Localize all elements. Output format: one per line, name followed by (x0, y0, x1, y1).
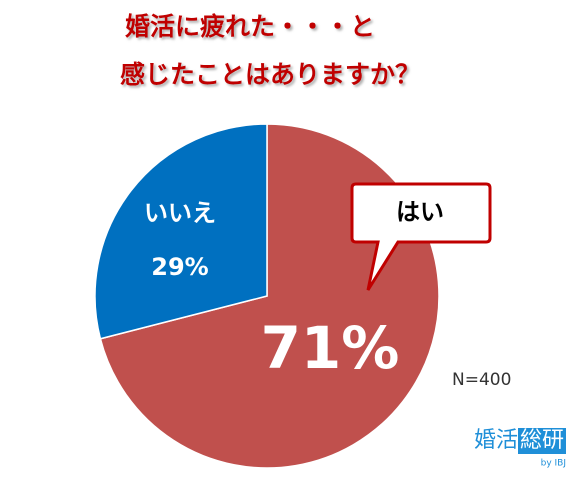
pie-slice (94, 123, 268, 340)
logo-by: by IBJ (541, 459, 566, 469)
pie (94, 123, 440, 469)
category-label: はい (396, 198, 444, 226)
value-label: 71% (261, 314, 400, 382)
logo-box (518, 428, 566, 454)
chart-title: 婚活に疲れた・・・と (125, 12, 375, 41)
value-label: 29% (151, 253, 208, 281)
logo-text: 婚活 (474, 428, 518, 453)
logo-text: 総研 (520, 428, 564, 453)
callout (350, 182, 492, 291)
chart-title: 感じたことはありますか？ (120, 60, 420, 89)
category-label: いいえ (144, 199, 216, 227)
annotation: N=400 (452, 370, 511, 390)
